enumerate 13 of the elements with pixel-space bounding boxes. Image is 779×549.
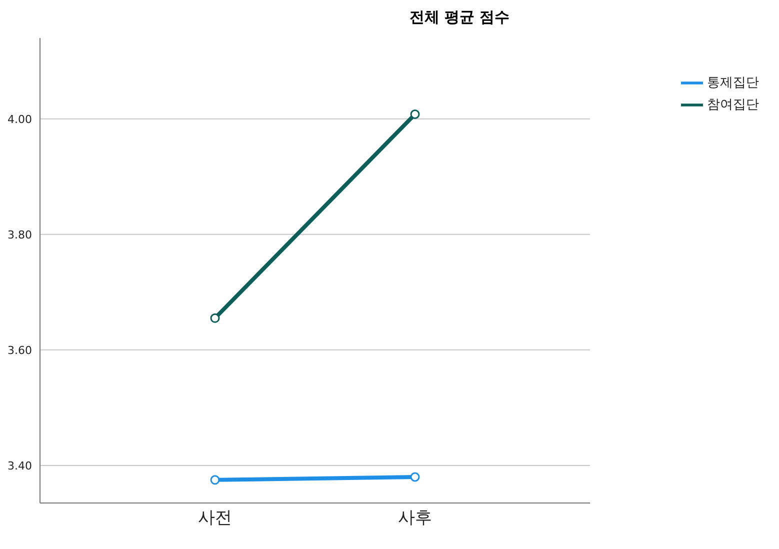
y-tick-label: 3.80 <box>8 228 32 242</box>
x-tick-label: 사후 <box>398 508 432 528</box>
y-tick-label: 3.40 <box>8 459 32 472</box>
point <box>210 313 220 323</box>
y-tick-label: 3.60 <box>8 344 32 357</box>
chart-title: 전체 평균 점수 <box>408 8 511 28</box>
legend-label: 통제집단 <box>707 76 759 91</box>
point <box>410 110 420 119</box>
point <box>210 475 220 485</box>
legend-label: 참여집단 <box>707 98 759 113</box>
y-tick-label: 4.00 <box>8 112 32 126</box>
point <box>410 472 420 482</box>
x-tick-label: 사전 <box>198 508 232 528</box>
